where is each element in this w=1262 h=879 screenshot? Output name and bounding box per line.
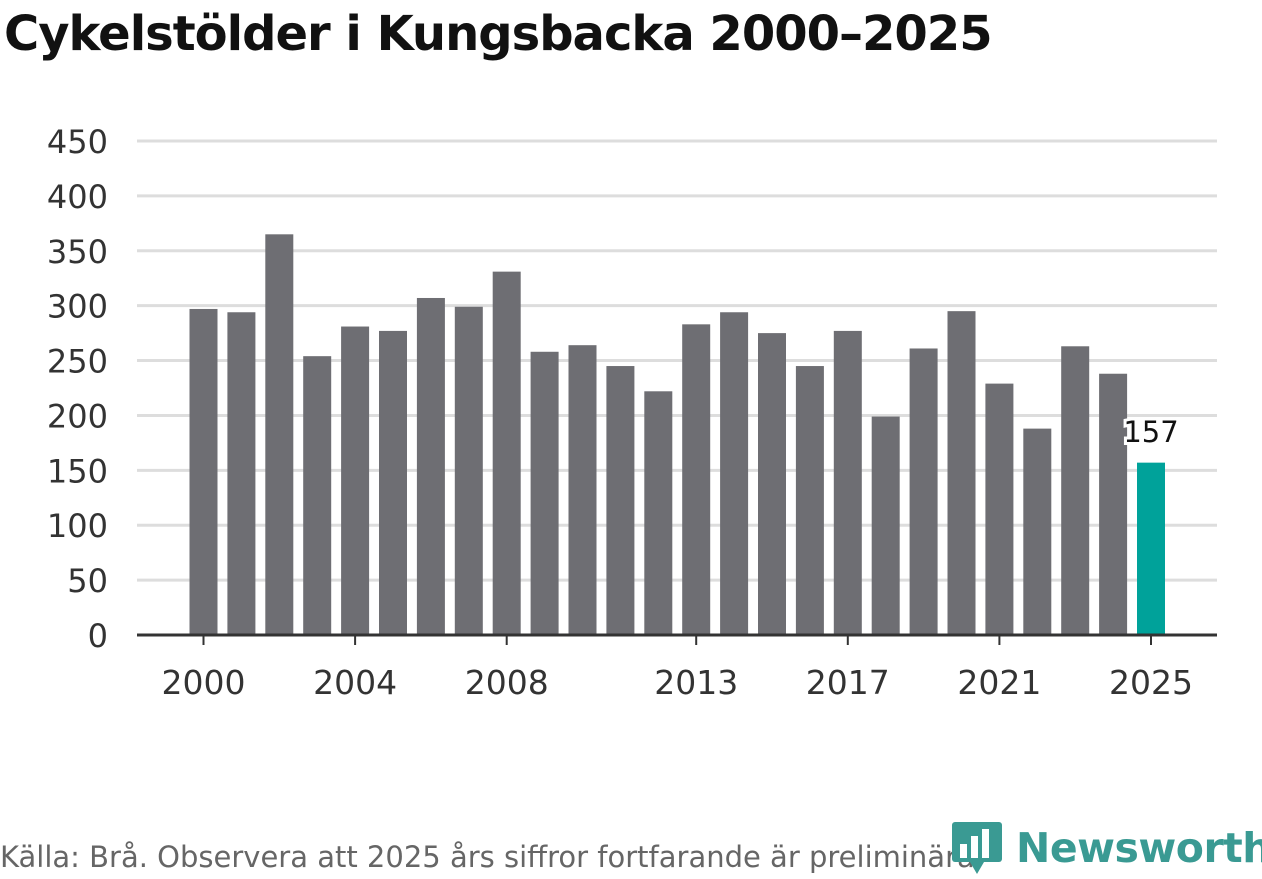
brand-name: Newsworthy xyxy=(1016,824,1262,872)
bar-2007 xyxy=(454,306,483,635)
chart-title: Cykelstölder i Kungsbacka 2000–2025 xyxy=(4,6,993,62)
x-tick-label: 2025 xyxy=(1109,663,1193,702)
bar-2021 xyxy=(985,383,1014,635)
bar-chart: 0 50 100 150 200 250 300 350 400 450 2000 2004 2008… xyxy=(47,123,1217,702)
bar-2018 xyxy=(871,416,900,635)
y-tick-label: 300 xyxy=(47,288,108,326)
bar-2012 xyxy=(644,391,673,635)
bar-2015 xyxy=(758,333,786,635)
y-tick-label: 450 xyxy=(47,123,108,161)
bar-2016 xyxy=(795,366,824,635)
bar-2022 xyxy=(1023,428,1052,635)
bar-2004 xyxy=(341,326,370,635)
y-tick-label: 250 xyxy=(47,343,108,381)
bar-2019 xyxy=(909,348,938,635)
x-tick-label: 2017 xyxy=(806,663,890,702)
bar-2000 xyxy=(189,308,218,635)
bar-2020 xyxy=(947,311,976,635)
bar-2017 xyxy=(833,330,862,635)
y-tick-label: 150 xyxy=(47,452,108,490)
bar-2002 xyxy=(265,234,294,636)
y-tick-label: 0 xyxy=(88,617,108,655)
x-tick-label: 2004 xyxy=(313,663,397,702)
data-label-2025: 157 xyxy=(1123,415,1178,449)
y-tick-label: 350 xyxy=(47,233,108,271)
y-tick-label: 100 xyxy=(47,507,108,545)
bar-2006 xyxy=(416,297,445,635)
bar-2005 xyxy=(379,330,407,635)
bar-2010 xyxy=(568,345,597,635)
x-tick-label: 2000 xyxy=(162,663,246,702)
bar-2024 xyxy=(1099,373,1128,635)
y-tick-label: 50 xyxy=(67,562,108,600)
y-tick-label: 400 xyxy=(47,178,108,216)
bar-2011 xyxy=(606,366,635,635)
bars xyxy=(189,234,1165,636)
data-labels: 157 xyxy=(1120,412,1181,452)
newsworthy-brand[interactable]: Newsworthy xyxy=(952,818,1262,878)
x-tick-label: 2021 xyxy=(957,663,1041,702)
x-tick-label: 2013 xyxy=(654,663,738,702)
source-note: Källa: Brå. Observera att 2025 års siffr… xyxy=(0,840,984,874)
bar-2001 xyxy=(227,312,256,635)
bar-2008 xyxy=(492,271,521,635)
bar-2003 xyxy=(303,356,332,635)
bar-chart-speech-bubble-icon xyxy=(952,822,1002,874)
bar-2013 xyxy=(682,324,711,635)
y-tick-label: 200 xyxy=(47,397,108,435)
bar-2025 xyxy=(1137,462,1165,635)
x-axis-ticks: 2000 2004 2008 2013 2017 2021 2025 xyxy=(162,635,1193,702)
bar-2023 xyxy=(1061,346,1090,635)
x-tick-label: 2008 xyxy=(465,663,549,702)
bar-2009 xyxy=(530,351,559,635)
bar-2014 xyxy=(720,312,749,635)
